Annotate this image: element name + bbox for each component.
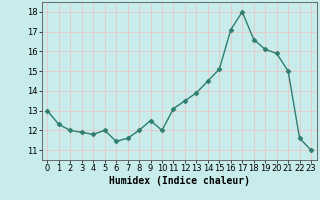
X-axis label: Humidex (Indice chaleur): Humidex (Indice chaleur)	[109, 176, 250, 186]
